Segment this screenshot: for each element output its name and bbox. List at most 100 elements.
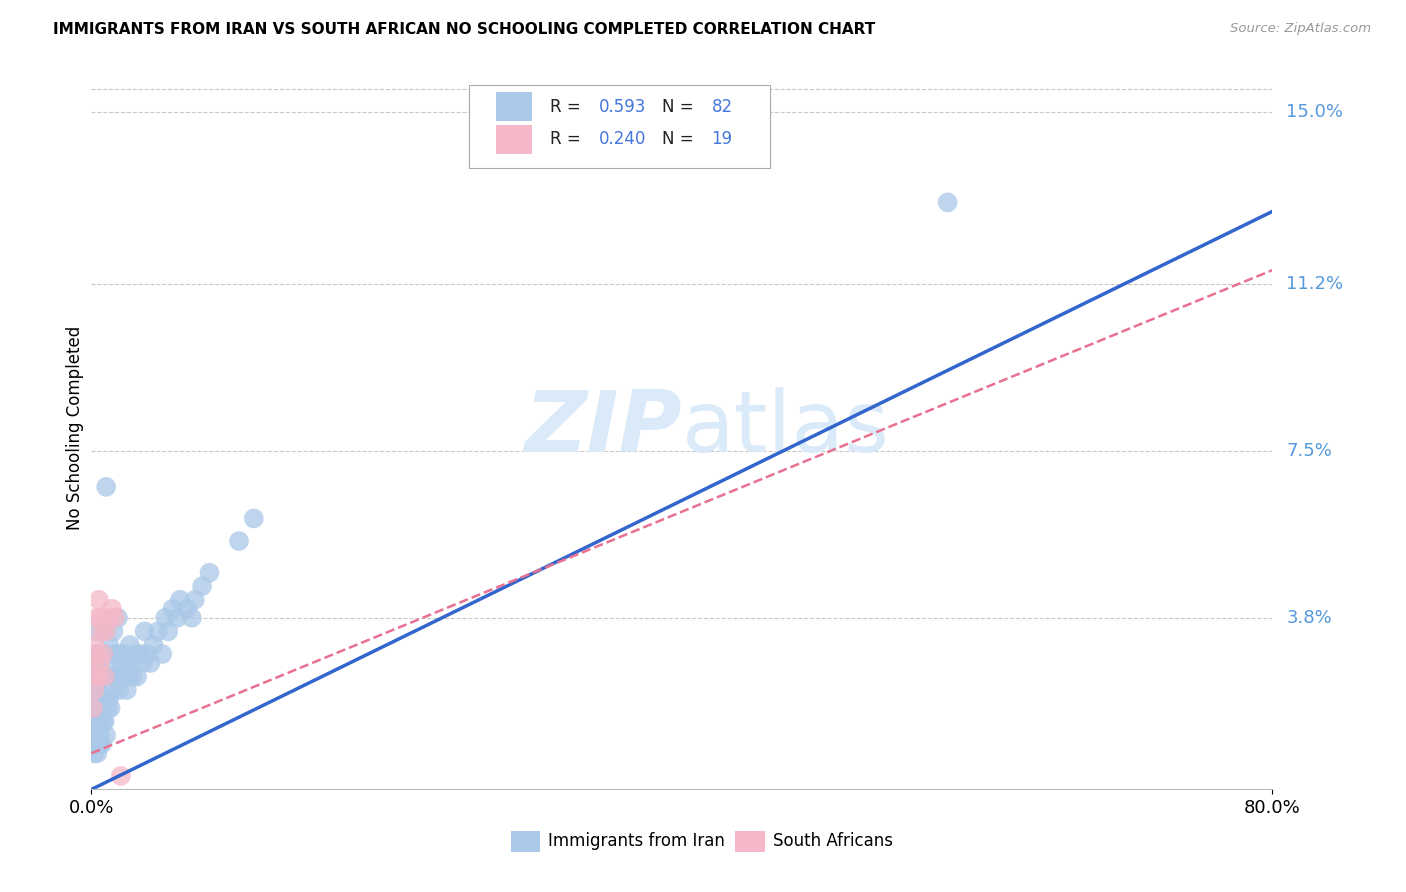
Point (87, 592, 110, 607)
Point (86, 656, 108, 670)
Point (132, 656, 155, 670)
Point (90, 737, 112, 751)
Point (100, 701, 122, 715)
Text: N =: N = (662, 130, 699, 148)
FancyBboxPatch shape (470, 85, 770, 168)
Text: 7.5%: 7.5% (1286, 442, 1333, 459)
Point (111, 669, 134, 683)
Point (136, 647, 159, 661)
Text: Source: ZipAtlas.com: Source: ZipAtlas.com (1230, 22, 1371, 36)
Point (91, 692, 114, 706)
Point (84, 611, 107, 625)
Point (228, 534, 250, 549)
Point (84, 714, 107, 729)
Point (103, 624, 125, 639)
Point (118, 638, 141, 652)
Point (124, 647, 148, 661)
Point (93, 669, 115, 683)
FancyBboxPatch shape (510, 830, 540, 852)
Point (96, 624, 118, 639)
Point (936, 195, 959, 210)
Point (96, 728, 118, 742)
Point (93, 714, 115, 729)
Point (114, 656, 136, 670)
Point (93, 669, 115, 683)
Point (150, 647, 173, 661)
Point (157, 624, 180, 639)
Y-axis label: No Schooling Completed: No Schooling Completed (66, 326, 84, 530)
Point (89, 701, 111, 715)
Point (89, 728, 111, 742)
Text: 15.0%: 15.0% (1286, 103, 1343, 121)
Point (191, 579, 214, 593)
Point (183, 592, 207, 607)
Point (98, 692, 121, 706)
Text: 82: 82 (711, 97, 733, 116)
Point (112, 647, 135, 661)
Point (146, 624, 169, 639)
Text: R =: R = (550, 130, 586, 148)
Point (87, 647, 110, 661)
Text: R =: R = (550, 97, 586, 116)
Point (86, 683, 108, 698)
Point (90, 692, 112, 706)
Point (82, 714, 104, 729)
Point (139, 656, 162, 670)
Text: 11.2%: 11.2% (1286, 275, 1344, 293)
Point (198, 566, 221, 580)
Point (82, 701, 104, 715)
Point (110, 656, 132, 670)
Point (82, 656, 104, 670)
Point (91, 624, 114, 639)
Point (84, 692, 107, 706)
Point (96, 647, 118, 661)
Point (127, 669, 149, 683)
Text: atlas: atlas (682, 386, 890, 470)
Point (243, 511, 266, 525)
Text: 3.8%: 3.8% (1286, 609, 1331, 627)
Point (117, 669, 139, 683)
Point (176, 602, 198, 616)
Point (82, 692, 104, 706)
Text: IMMIGRANTS FROM IRAN VS SOUTH AFRICAN NO SCHOOLING COMPLETED CORRELATION CHART: IMMIGRANTS FROM IRAN VS SOUTH AFRICAN NO… (53, 22, 876, 37)
Point (87, 714, 110, 729)
Point (91, 647, 114, 661)
Point (83, 669, 105, 683)
Point (89, 656, 111, 670)
Point (142, 638, 165, 652)
Point (180, 611, 202, 625)
Point (100, 669, 122, 683)
Point (101, 602, 124, 616)
Point (82, 737, 104, 751)
Text: 0.240: 0.240 (599, 130, 647, 148)
Point (90, 624, 112, 639)
Text: South Africans: South Africans (773, 832, 893, 850)
Point (87, 669, 110, 683)
Point (96, 480, 118, 494)
Point (89, 669, 111, 683)
Point (98, 611, 121, 625)
Point (89, 611, 111, 625)
Point (129, 647, 152, 661)
Point (86, 647, 108, 661)
Point (169, 592, 191, 607)
FancyBboxPatch shape (735, 830, 765, 852)
Text: 19: 19 (711, 130, 733, 148)
Point (121, 669, 143, 683)
Point (83, 728, 105, 742)
Point (84, 624, 107, 639)
Text: N =: N = (662, 97, 699, 116)
Text: 0.593: 0.593 (599, 97, 647, 116)
Text: Immigrants from Iran: Immigrants from Iran (548, 832, 725, 850)
Point (107, 611, 129, 625)
FancyBboxPatch shape (496, 92, 531, 121)
Point (96, 692, 118, 706)
FancyBboxPatch shape (496, 125, 531, 153)
Point (97, 656, 120, 670)
Point (108, 683, 131, 698)
Point (153, 611, 177, 625)
Point (107, 647, 129, 661)
Point (86, 746, 108, 760)
Point (84, 647, 107, 661)
Point (83, 746, 105, 760)
